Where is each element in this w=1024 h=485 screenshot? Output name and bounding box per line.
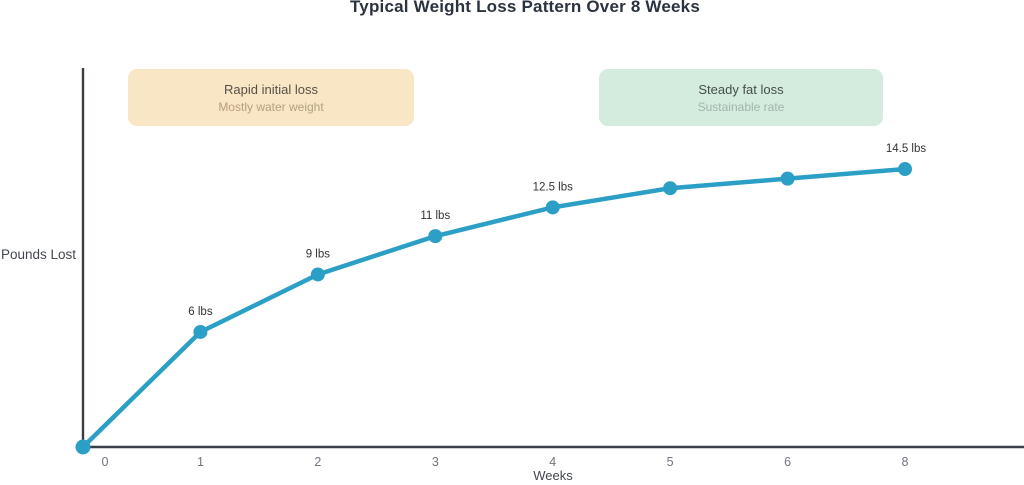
- data-point-week-5: [663, 181, 678, 196]
- point-label: 6 lbs: [188, 306, 213, 318]
- data-point-week-0: [75, 439, 91, 455]
- data-point-week-3: [428, 229, 443, 244]
- x-tick-label-8: 8: [902, 455, 909, 469]
- data-point-week-8: [898, 162, 913, 177]
- point-label: 11 lbs: [420, 210, 450, 222]
- annotation-subtitle: Sustainable rate: [697, 99, 785, 114]
- weight-loss-line: [80, 166, 908, 450]
- annotation-title: Steady fat loss: [698, 81, 784, 97]
- x-tick-label-4: 4: [549, 455, 556, 469]
- chart-title: Typical Weight Loss Pattern Over 8 Weeks: [349, 0, 700, 16]
- x-tick-label-1: 1: [197, 455, 204, 469]
- x-axis-label: Weeks: [533, 468, 573, 483]
- x-tick-label-3: 3: [432, 455, 439, 469]
- annotation-title: Rapid initial loss: [224, 81, 318, 97]
- x-tick-label-5: 5: [667, 455, 674, 469]
- x-tick-label-2: 2: [314, 455, 321, 469]
- x-tick-label-6: 6: [784, 455, 791, 469]
- annotation-steady-fat-loss: Steady fat loss Sustainable rate: [599, 69, 883, 126]
- y-axis-label: Pounds Lost: [1, 247, 76, 262]
- point-label: 12.5 lbs: [533, 181, 574, 193]
- point-label: 14.5 lbs: [886, 143, 927, 155]
- x-tick-label-0: 0: [102, 455, 109, 469]
- data-point-week-4: [545, 200, 560, 215]
- data-point-week-1: [193, 324, 208, 339]
- annotation-rapid-initial-loss: Rapid initial loss Mostly water weight: [128, 69, 414, 126]
- annotation-subtitle: Mostly water weight: [218, 99, 324, 114]
- point-label: 9 lbs: [306, 248, 331, 260]
- data-point-week-6: [780, 171, 795, 186]
- data-point-week-2: [310, 267, 325, 282]
